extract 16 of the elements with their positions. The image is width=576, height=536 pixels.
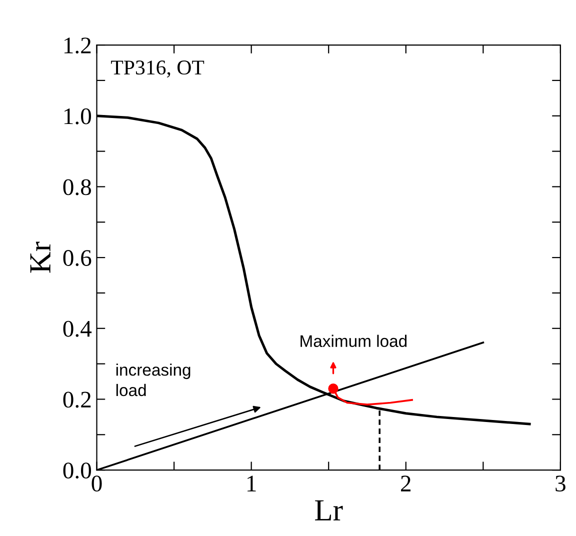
y-axis-title: Kr	[30, 242, 50, 273]
y-tick-label: 0.0	[63, 462, 92, 479]
annotation: increasing load	[116, 364, 190, 396]
y-tick-label: 0.2	[63, 392, 91, 408]
y-tick-label: 1.2	[64, 38, 91, 54]
y-tick-label: 0.6	[63, 250, 92, 266]
x-tick-label: 3	[556, 476, 566, 492]
x-tick-label: 2	[401, 476, 410, 492]
y-tick-label: 0.8	[63, 179, 92, 196]
y-tick-label: 1.0	[64, 108, 92, 124]
annotation: Maximum load	[300, 334, 407, 348]
annotation: TP316, OT	[111, 60, 204, 78]
x-tick-label: 1	[248, 476, 256, 492]
x-axis-title: Lr	[315, 500, 343, 520]
x-tick-label: 0	[92, 476, 102, 492]
y-tick-label: 0.4	[63, 320, 92, 337]
